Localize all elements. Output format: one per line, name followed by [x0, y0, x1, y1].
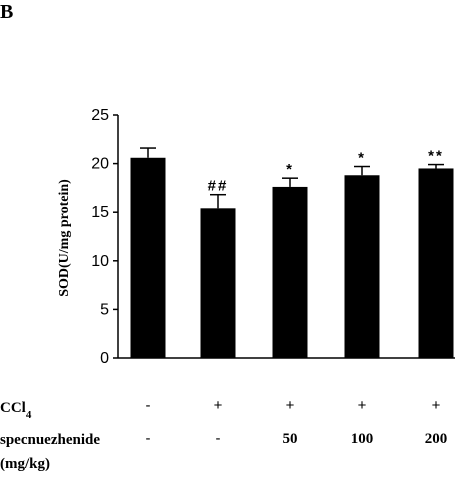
- treatment-value-1-1: -: [216, 430, 221, 447]
- axes: 0 5 10 15 20 25: [91, 107, 455, 367]
- treatment-value-1-3: 100: [351, 431, 374, 447]
- bars: ##** **: [130, 147, 454, 358]
- bar-1: [200, 208, 236, 358]
- y-tick-label-3: 15: [91, 204, 109, 221]
- treatment-value-1-2: 50: [283, 431, 298, 447]
- y-tick-label-4: 20: [91, 156, 109, 173]
- ccl4-subscript: 4: [26, 409, 32, 421]
- row-label-ccl4: CCl4: [0, 400, 32, 421]
- bar-4: [418, 168, 454, 358]
- ccl4-label: CCl: [0, 400, 26, 416]
- row-label-dose-unit: (mg/kg): [0, 456, 50, 472]
- treatment-value-0-2: +: [286, 397, 295, 414]
- panel-label: B: [0, 1, 13, 23]
- bar-2: [272, 186, 308, 358]
- significance-label-2: *: [286, 161, 294, 178]
- treatment-value-0-1: +: [214, 397, 223, 414]
- treatment-value-1-4: 200: [425, 431, 448, 447]
- treatment-value-0-0: -: [146, 397, 151, 414]
- treatment-table: CCl4 specnuezhenide (mg/kg) - + + + + - - 50 100…: [0, 397, 447, 472]
- y-tick-label-5: 25: [91, 107, 109, 124]
- significance-label-1: ##: [208, 178, 229, 195]
- significance-label-4: **: [428, 148, 444, 165]
- treatment-value-0-3: +: [358, 397, 367, 414]
- y-axis-title: SOD(U/mg protein): [57, 179, 72, 297]
- significance-label-3: *: [358, 150, 366, 167]
- y-tick-label-2: 10: [91, 253, 109, 270]
- y-tick-label-1: 5: [100, 301, 109, 318]
- treatment-value-1-0: -: [146, 430, 151, 447]
- y-tick-label-0: 0: [100, 350, 109, 367]
- bar-3: [344, 175, 380, 358]
- bar-0: [130, 157, 166, 358]
- row-label-specnuezhenide: specnuezhenide: [0, 432, 100, 448]
- treatment-value-0-4: +: [432, 397, 441, 414]
